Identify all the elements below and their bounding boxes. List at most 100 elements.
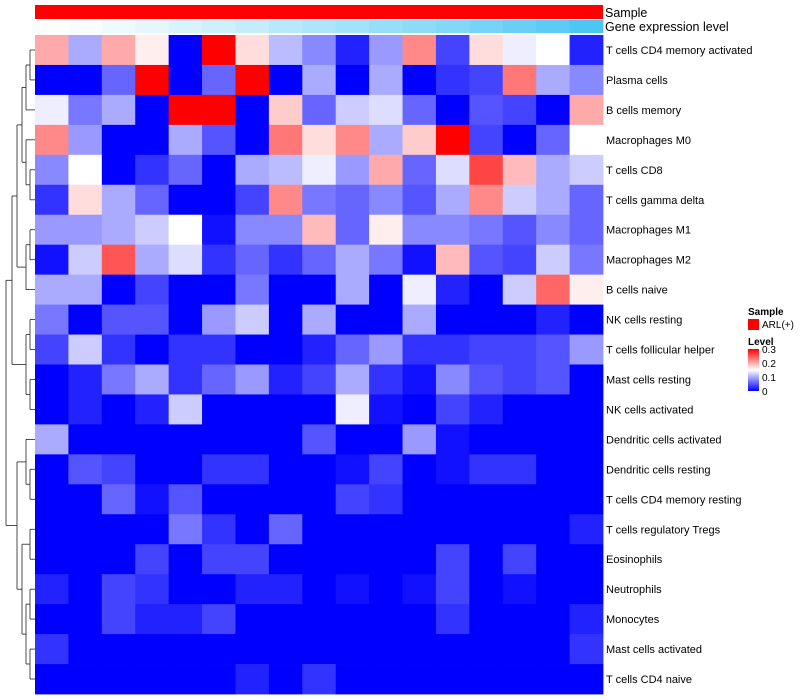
row-label: T cells CD8 xyxy=(606,165,663,177)
heatmap-cell xyxy=(435,334,470,365)
row-label: T cells regulatory Tregs xyxy=(606,524,721,536)
heatmap-cell xyxy=(268,634,303,665)
heatmap-cell xyxy=(101,124,136,156)
heatmap-cell xyxy=(68,574,103,605)
heatmap-cell xyxy=(569,394,604,425)
row-label: Neutrophils xyxy=(606,584,662,596)
heatmap-cell xyxy=(536,394,570,425)
heatmap-cell xyxy=(202,334,236,365)
heatmap-cell xyxy=(101,94,136,126)
heatmap-cell xyxy=(569,514,604,545)
row-label: Macrophages M2 xyxy=(606,255,691,267)
heatmap-cell xyxy=(369,364,403,395)
heatmap-cell xyxy=(569,274,604,305)
heatmap-cell xyxy=(469,544,504,575)
heatmap-cell xyxy=(536,214,570,246)
heatmap-cell xyxy=(369,634,403,665)
heatmap-cell xyxy=(302,514,337,545)
heatmap-cell xyxy=(68,35,103,66)
gene-expression-cell xyxy=(569,20,604,33)
heatmap-cell xyxy=(202,214,236,246)
heatmap-cell xyxy=(68,424,103,455)
heatmap-cell xyxy=(569,454,604,485)
heatmap-cell xyxy=(402,64,437,96)
row-label: T cells CD4 naive xyxy=(606,674,692,686)
heatmap-cell xyxy=(435,544,470,575)
heatmap-cell xyxy=(435,124,470,156)
heatmap-cell xyxy=(536,304,570,335)
heatmap-cell xyxy=(168,64,203,96)
heatmap-cell xyxy=(402,394,437,425)
heatmap-cell xyxy=(502,544,537,575)
row-label: NK cells activated xyxy=(606,404,693,416)
heatmap-cell xyxy=(168,214,203,246)
legend-sample-swatch xyxy=(748,319,759,330)
gene-expression-cell xyxy=(402,20,437,33)
row-label: B cells memory xyxy=(606,105,682,117)
heatmap-cell xyxy=(35,64,69,96)
heatmap-cell xyxy=(101,634,136,665)
heatmap-cell xyxy=(536,364,570,395)
heatmap-cell xyxy=(135,454,170,485)
heatmap-cell xyxy=(402,574,437,605)
heatmap-cell xyxy=(101,454,136,485)
heatmap-cell xyxy=(569,124,604,156)
heatmap-cell xyxy=(469,424,504,455)
heatmap-cell xyxy=(268,664,303,695)
heatmap-cell xyxy=(235,244,270,276)
heatmap-cell xyxy=(502,64,537,96)
gene-expression-cell xyxy=(68,20,103,33)
heatmap-cell xyxy=(335,634,370,665)
heatmap-cell xyxy=(435,574,470,605)
heatmap-cell xyxy=(302,394,337,425)
legend-color-bar xyxy=(748,349,759,391)
row-label: Mast cells activated xyxy=(606,644,702,656)
heatmap-cell xyxy=(569,244,604,276)
heatmap-cell xyxy=(135,154,170,186)
heatmap-cell xyxy=(68,664,103,695)
heatmap-cell xyxy=(402,664,437,695)
heatmap-cell xyxy=(68,514,103,545)
heatmap-cell xyxy=(302,334,337,365)
heatmap-cell xyxy=(469,364,504,395)
gene-expression-cell xyxy=(435,20,470,33)
heatmap-cell xyxy=(168,244,203,276)
heatmap-cell xyxy=(502,94,537,126)
heatmap-cell xyxy=(536,574,570,605)
heatmap-cell xyxy=(502,574,537,605)
heatmap-cell xyxy=(302,214,337,246)
heatmap-cell xyxy=(469,35,504,66)
heatmap-cell xyxy=(502,364,537,395)
heatmap-cell xyxy=(402,214,437,246)
row-label: T cells CD4 memory resting xyxy=(606,494,742,506)
legend-sample-entry: ARL(+) xyxy=(762,320,794,331)
heatmap-cell xyxy=(68,244,103,276)
heatmap-cell xyxy=(68,394,103,425)
heatmap-cell xyxy=(168,124,203,156)
heatmap-cell xyxy=(502,604,537,635)
heatmap-cell xyxy=(101,35,136,66)
heatmap-cell xyxy=(302,244,337,276)
heatmap-cell xyxy=(569,184,604,216)
row-label: T cells gamma delta xyxy=(606,195,705,207)
heatmap-cell xyxy=(101,364,136,395)
heatmap-cell xyxy=(502,634,537,665)
heatmap-cell xyxy=(235,364,270,395)
heatmap-cell xyxy=(35,544,69,575)
heatmap-cell xyxy=(168,274,203,305)
heatmap-cell xyxy=(402,154,437,186)
heatmap-cell xyxy=(536,244,570,276)
heatmap-cell xyxy=(101,274,136,305)
heatmap-cell xyxy=(335,334,370,365)
heatmap-cell xyxy=(402,424,437,455)
gene-expression-cell xyxy=(268,20,303,33)
heatmap-cell xyxy=(502,424,537,455)
heatmap-cell xyxy=(101,394,136,425)
heatmap-cell xyxy=(469,154,504,186)
legend-tick-0.3: 0.3 xyxy=(762,345,776,356)
heatmap-cell xyxy=(369,124,403,156)
heatmap-cell xyxy=(268,64,303,96)
heatmap-cell xyxy=(302,274,337,305)
heatmap-cell xyxy=(235,274,270,305)
heatmap-cell xyxy=(101,244,136,276)
